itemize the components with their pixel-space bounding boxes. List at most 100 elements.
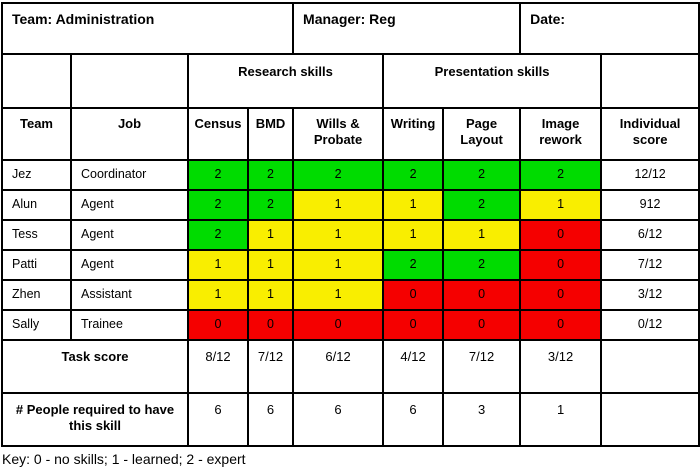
team-member-name: Zhen bbox=[1, 279, 72, 311]
team-member-name: Jez bbox=[1, 159, 72, 191]
task-score-row: Task score 8/12 7/12 6/12 4/12 7/12 3/12 bbox=[1, 339, 700, 394]
skill-cell: 2 bbox=[519, 159, 603, 191]
people-required-value: 3 bbox=[442, 392, 522, 447]
skill-cell: 0 bbox=[519, 279, 603, 311]
manager-header-cell: Manager: Reg bbox=[292, 2, 522, 55]
skill-cell: 2 bbox=[382, 249, 445, 281]
job-title: Trainee bbox=[70, 309, 189, 341]
col-header-wills-probate: Wills & Probate bbox=[292, 107, 385, 161]
team-member-name: Sally bbox=[1, 309, 72, 341]
people-required-row: # People required to have this skill 6 6… bbox=[1, 392, 700, 447]
empty-cell bbox=[600, 392, 700, 447]
col-header-individual-score: Individual score bbox=[600, 107, 700, 161]
task-score-value: 8/12 bbox=[187, 339, 249, 394]
skill-cell: 1 bbox=[292, 249, 385, 281]
individual-score: 3/12 bbox=[600, 279, 700, 311]
individual-score: 6/12 bbox=[600, 219, 700, 251]
skill-cell: 0 bbox=[187, 309, 249, 341]
skill-cell: 2 bbox=[246, 189, 295, 221]
task-score-value: 7/12 bbox=[442, 339, 522, 394]
skill-cell: 0 bbox=[382, 279, 445, 311]
skill-cell: 2 bbox=[246, 159, 295, 191]
task-score-value: 3/12 bbox=[519, 339, 603, 394]
skill-cell: 1 bbox=[382, 189, 445, 221]
team-header-cell: Team: Administration bbox=[0, 2, 295, 55]
skill-cell: 1 bbox=[187, 249, 249, 281]
skill-cell: 0 bbox=[519, 309, 603, 341]
table-row: Jez Coordinator 2 2 2 2 2 2 12/12 bbox=[1, 159, 700, 191]
task-score-label: Task score bbox=[1, 339, 189, 394]
skill-cell: 0 bbox=[292, 309, 385, 341]
skill-cell: 2 bbox=[292, 159, 385, 191]
people-required-value: 1 bbox=[519, 392, 603, 447]
skill-cell: 0 bbox=[519, 219, 603, 251]
table-row: Tess Agent 2 1 1 1 1 0 6/12 bbox=[1, 219, 700, 251]
column-header-row: Team Job Census BMD Wills & Probate Writ… bbox=[1, 107, 700, 161]
empty-cell bbox=[1, 53, 72, 109]
skill-cell: 1 bbox=[519, 189, 603, 221]
skill-cell: 0 bbox=[382, 309, 445, 341]
skill-cell: 1 bbox=[292, 279, 385, 311]
skill-cell: 2 bbox=[187, 189, 249, 221]
col-header-image-rework: Image rework bbox=[519, 107, 603, 161]
skill-cell: 1 bbox=[187, 279, 249, 311]
table-row: Patti Agent 1 1 1 2 2 0 7/12 bbox=[1, 249, 700, 281]
job-title: Agent bbox=[70, 219, 189, 251]
skill-cell: 0 bbox=[519, 249, 603, 281]
skill-cell: 1 bbox=[246, 279, 295, 311]
individual-score: 12/12 bbox=[600, 159, 700, 191]
team-member-name: Alun bbox=[1, 189, 72, 221]
individual-score: 0/12 bbox=[600, 309, 700, 341]
task-score-value: 7/12 bbox=[246, 339, 295, 394]
table-row: Alun Agent 2 2 1 1 2 1 912 bbox=[1, 189, 700, 221]
job-title: Agent bbox=[70, 189, 189, 221]
people-required-value: 6 bbox=[187, 392, 249, 447]
empty-cell bbox=[600, 53, 700, 109]
skill-cell: 1 bbox=[246, 249, 295, 281]
individual-score: 912 bbox=[600, 189, 700, 221]
key-text: Key: 0 - no skills; 1 - learned; 2 - exp… bbox=[2, 451, 246, 467]
table-row: Sally Trainee 0 0 0 0 0 0 0/12 bbox=[1, 309, 700, 341]
people-required-value: 6 bbox=[246, 392, 295, 447]
empty-cell bbox=[70, 53, 189, 109]
table-row: Zhen Assistant 1 1 1 0 0 0 3/12 bbox=[1, 279, 700, 311]
col-header-job: Job bbox=[70, 107, 189, 161]
job-title: Assistant bbox=[70, 279, 189, 311]
skill-cell: 2 bbox=[442, 249, 522, 281]
col-header-writing: Writing bbox=[382, 107, 445, 161]
research-skills-group: Research skills bbox=[186, 53, 385, 109]
people-required-value: 6 bbox=[292, 392, 385, 447]
empty-cell bbox=[600, 339, 700, 394]
skill-cell: 1 bbox=[382, 219, 445, 251]
skill-cell: 0 bbox=[246, 309, 295, 341]
col-header-bmd: BMD bbox=[246, 107, 295, 161]
skills-matrix-table: Team: Administration Manager: Reg Date: … bbox=[0, 2, 700, 447]
col-header-census: Census bbox=[187, 107, 249, 161]
skill-cell: 1 bbox=[246, 219, 295, 251]
skill-cell: 2 bbox=[187, 159, 249, 191]
skill-cell: 1 bbox=[292, 219, 385, 251]
people-required-value: 6 bbox=[382, 392, 445, 447]
skill-cell: 1 bbox=[292, 189, 385, 221]
people-required-label: # People required to have this skill bbox=[1, 392, 189, 447]
col-header-page-layout: Page Layout bbox=[442, 107, 522, 161]
job-title: Agent bbox=[70, 249, 189, 281]
individual-score: 7/12 bbox=[600, 249, 700, 281]
skill-group-row: Research skills Presentation skills bbox=[1, 53, 700, 109]
skill-cell: 2 bbox=[382, 159, 445, 191]
presentation-skills-group: Presentation skills bbox=[382, 53, 603, 109]
task-score-value: 4/12 bbox=[382, 339, 445, 394]
skill-cell: 2 bbox=[442, 159, 522, 191]
team-member-name: Tess bbox=[1, 219, 72, 251]
skill-cell: 2 bbox=[442, 189, 522, 221]
task-score-value: 6/12 bbox=[292, 339, 385, 394]
job-title: Coordinator bbox=[70, 159, 189, 191]
date-header-cell: Date: bbox=[519, 2, 700, 55]
skill-cell: 2 bbox=[187, 219, 249, 251]
skill-cell: 0 bbox=[442, 279, 522, 311]
skill-cell: 1 bbox=[442, 219, 522, 251]
col-header-team: Team bbox=[1, 107, 72, 161]
skill-cell: 0 bbox=[442, 309, 522, 341]
team-member-name: Patti bbox=[1, 249, 72, 281]
